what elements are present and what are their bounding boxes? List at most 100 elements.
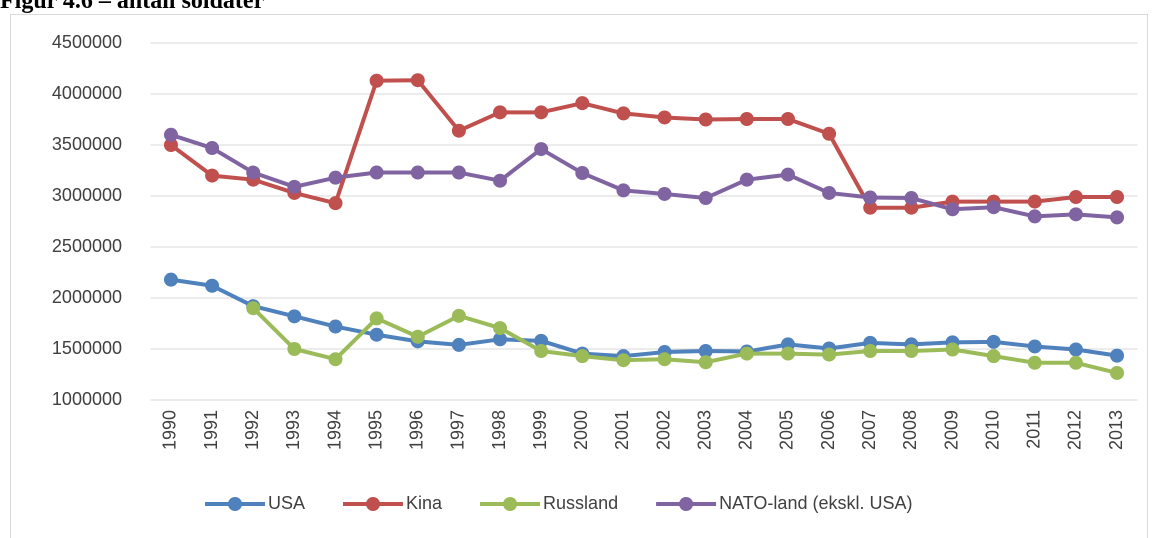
- x-tick-label: 2008: [900, 410, 920, 450]
- legend-label: NATO-land (ekskl. USA): [719, 493, 912, 513]
- legend-marker: [366, 497, 381, 511]
- data-point: [534, 344, 549, 359]
- y-tick-label: 2000000: [52, 287, 122, 307]
- data-point: [451, 337, 466, 352]
- data-point: [739, 172, 754, 187]
- legend-marker: [503, 497, 518, 511]
- data-point: [822, 347, 837, 362]
- data-point: [534, 333, 549, 348]
- x-tick-label: 1999: [530, 410, 550, 450]
- data-point: [163, 127, 178, 142]
- data-point: [328, 196, 343, 211]
- data-point: [863, 190, 878, 205]
- data-point: [328, 352, 343, 367]
- data-point: [780, 346, 795, 361]
- data-point: [657, 352, 672, 367]
- data-point: [1110, 365, 1125, 380]
- x-tick-label: 1994: [324, 410, 344, 450]
- data-point: [369, 327, 384, 342]
- data-point: [698, 112, 713, 127]
- data-point: [1068, 342, 1083, 357]
- data-point: [410, 73, 425, 88]
- data-point: [780, 167, 795, 182]
- legend-marker: [228, 497, 242, 511]
- data-point: [904, 344, 919, 359]
- data-point: [205, 278, 220, 293]
- y-tick-label: 2500000: [52, 236, 122, 256]
- data-point: [616, 353, 631, 368]
- data-point: [904, 200, 919, 215]
- y-tick-label: 1500000: [52, 338, 122, 358]
- x-tick-label: 2012: [1065, 410, 1085, 450]
- data-point: [863, 344, 878, 359]
- data-point: [986, 200, 1001, 215]
- data-point: [698, 344, 713, 359]
- x-tick-label: 2007: [859, 410, 879, 450]
- x-tick-label: 2001: [612, 410, 632, 450]
- data-point: [328, 170, 343, 185]
- data-point: [739, 111, 754, 126]
- legend-label: USA: [268, 493, 305, 513]
- x-tick-label: 2003: [694, 410, 714, 450]
- data-point: [328, 319, 343, 334]
- x-tick-label: 1990: [160, 410, 180, 450]
- y-tick-label: 4500000: [52, 32, 122, 52]
- data-point: [287, 309, 302, 324]
- data-point: [1110, 348, 1125, 363]
- x-tick-label: 2009: [941, 410, 961, 450]
- data-point: [1110, 210, 1125, 225]
- data-point: [163, 272, 178, 287]
- data-point: [287, 179, 302, 194]
- x-tick-label: 1998: [489, 410, 509, 450]
- data-point: [1068, 355, 1083, 370]
- y-tick-label: 3500000: [52, 134, 122, 154]
- data-point: [657, 110, 672, 125]
- x-tick-label: 2013: [1106, 410, 1126, 450]
- y-tick-label: 4000000: [52, 83, 122, 103]
- x-tick-label: 2010: [982, 410, 1002, 450]
- data-point: [451, 123, 466, 138]
- x-tick-label: 1997: [448, 410, 468, 450]
- data-point: [616, 106, 631, 121]
- data-point: [863, 200, 878, 215]
- x-tick-label: 2004: [736, 410, 756, 450]
- data-point: [986, 349, 1001, 364]
- data-point: [493, 321, 508, 336]
- legend-label: Russland: [543, 493, 618, 513]
- x-tick-label: 1996: [407, 410, 427, 450]
- y-tick-label: 1000000: [52, 389, 122, 409]
- data-point: [163, 138, 178, 152]
- x-tick-label: 1992: [242, 410, 262, 450]
- data-point: [1027, 339, 1042, 354]
- data-point: [1110, 190, 1125, 205]
- series-line: [251, 306, 1118, 375]
- data-point: [451, 165, 466, 180]
- data-point: [904, 191, 919, 206]
- x-tick-label: 2000: [571, 410, 591, 450]
- data-point: [575, 166, 590, 181]
- x-tick-label: 1991: [201, 410, 221, 450]
- data-point: [246, 301, 261, 316]
- data-point: [287, 342, 302, 356]
- data-point: [1068, 207, 1083, 222]
- data-point: [205, 141, 220, 156]
- data-point: [493, 332, 508, 347]
- data-point: [780, 111, 795, 126]
- data-point: [410, 165, 425, 180]
- data-point: [945, 202, 960, 217]
- legend-marker: [679, 497, 694, 511]
- data-point: [410, 329, 425, 344]
- data-point: [246, 165, 261, 180]
- data-point: [493, 105, 508, 120]
- x-tick-label: 2011: [1024, 410, 1044, 449]
- data-point: [657, 186, 672, 201]
- data-point: [616, 183, 631, 198]
- data-point: [698, 355, 713, 370]
- data-point: [1027, 355, 1042, 370]
- data-point: [945, 342, 960, 357]
- data-point: [451, 308, 466, 323]
- x-tick-label: 1995: [365, 410, 385, 450]
- data-point: [575, 96, 590, 111]
- data-point: [534, 105, 549, 120]
